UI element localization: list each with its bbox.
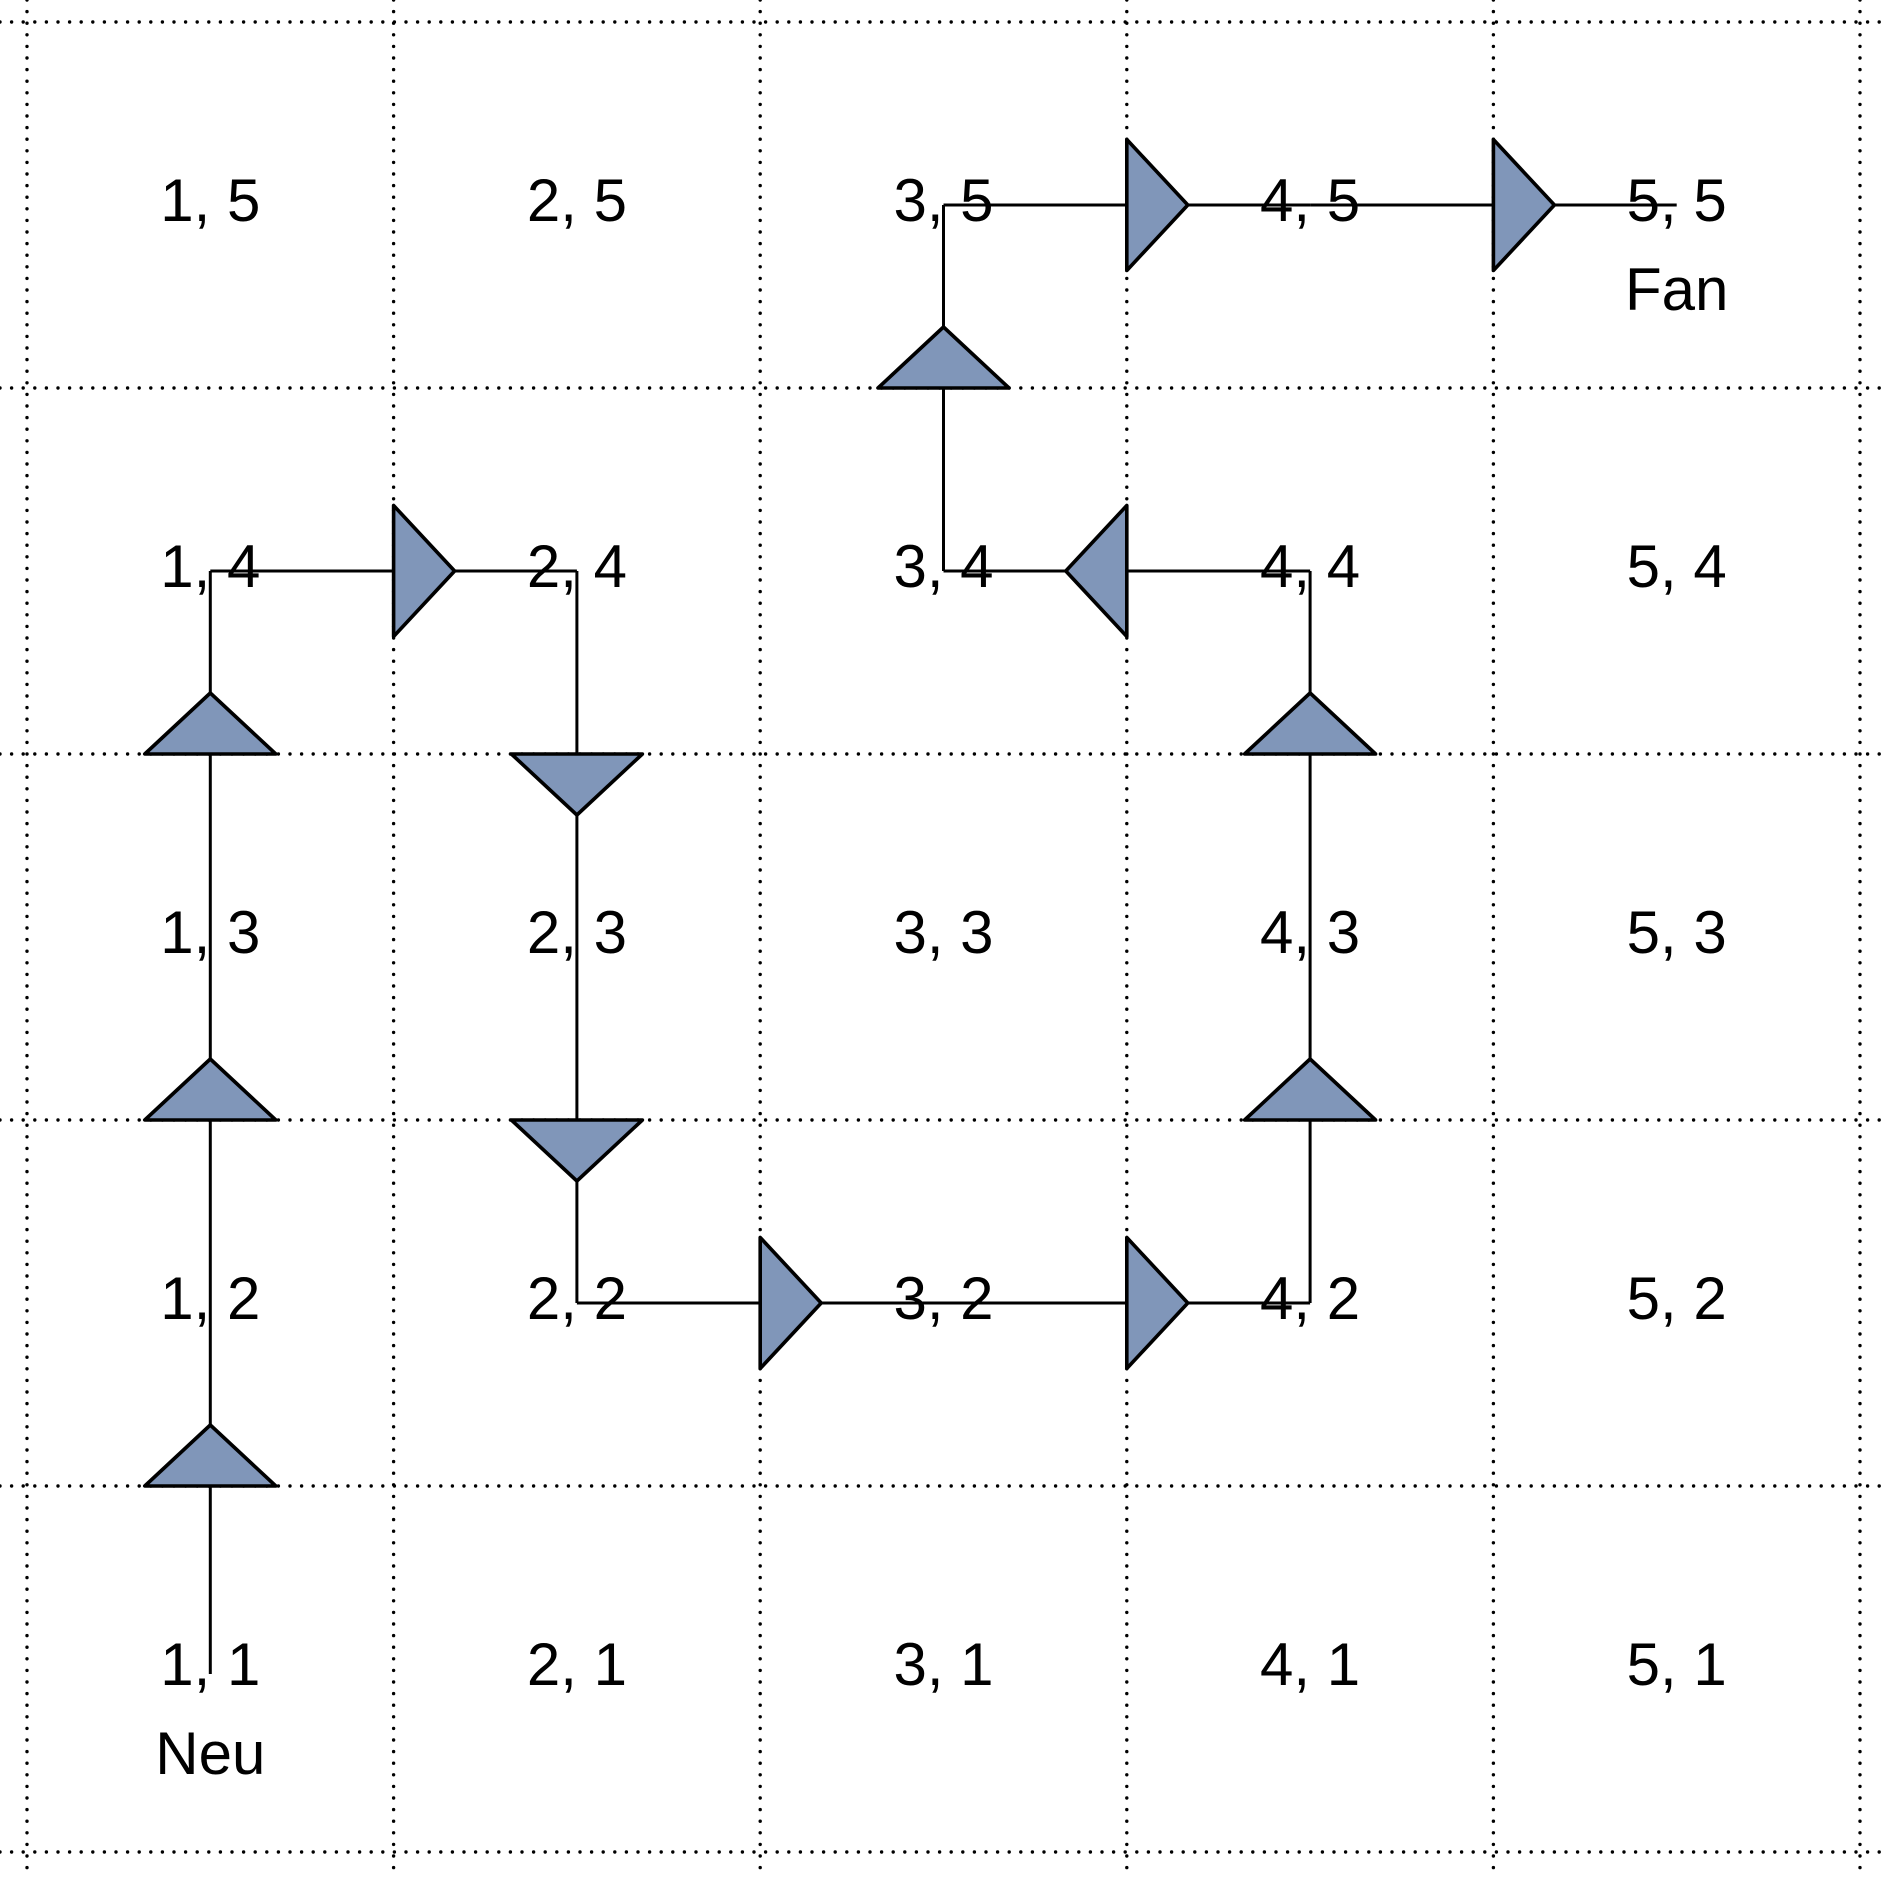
svg-text:3, 4: 3, 4 [893, 533, 993, 600]
svg-text:4, 1: 4, 1 [1260, 1631, 1360, 1698]
svg-text:1, 1: 1, 1 [160, 1631, 260, 1698]
svg-text:Fan: Fan [1625, 256, 1728, 323]
svg-text:3, 2: 3, 2 [893, 1265, 993, 1332]
svg-text:3, 1: 3, 1 [893, 1631, 993, 1698]
svg-text:3, 5: 3, 5 [893, 167, 993, 234]
svg-text:4, 4: 4, 4 [1260, 533, 1360, 600]
svg-text:1, 2: 1, 2 [160, 1265, 260, 1332]
svg-text:4, 3: 4, 3 [1260, 899, 1360, 966]
svg-text:5, 4: 5, 4 [1627, 533, 1727, 600]
svg-text:3, 3: 3, 3 [893, 899, 993, 966]
svg-text:5, 2: 5, 2 [1627, 1265, 1727, 1332]
svg-text:4, 5: 4, 5 [1260, 167, 1360, 234]
svg-text:2, 2: 2, 2 [527, 1265, 627, 1332]
svg-text:5, 5: 5, 5 [1627, 167, 1727, 234]
svg-text:1, 3: 1, 3 [160, 899, 260, 966]
svg-text:2, 1: 2, 1 [527, 1631, 627, 1698]
svg-text:1, 5: 1, 5 [160, 167, 260, 234]
svg-text:5, 3: 5, 3 [1627, 899, 1727, 966]
svg-text:2, 4: 2, 4 [527, 533, 627, 600]
svg-text:Neu: Neu [155, 1720, 265, 1787]
svg-text:2, 3: 2, 3 [527, 899, 627, 966]
svg-text:2, 5: 2, 5 [527, 167, 627, 234]
svg-text:1, 4: 1, 4 [160, 533, 260, 600]
svg-text:4, 2: 4, 2 [1260, 1265, 1360, 1332]
svg-text:5, 1: 5, 1 [1627, 1631, 1727, 1698]
